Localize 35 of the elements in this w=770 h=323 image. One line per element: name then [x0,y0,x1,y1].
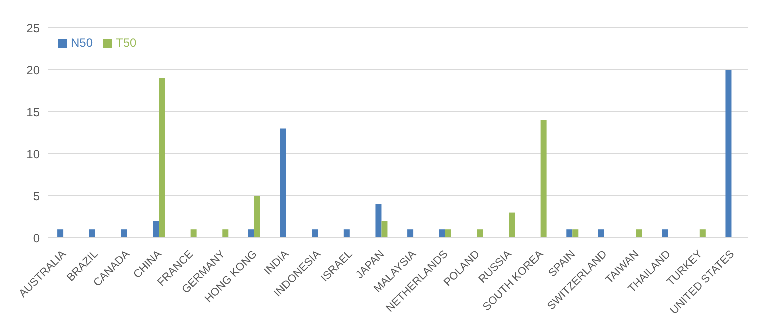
bar [121,230,128,238]
bar [58,230,64,238]
y-tick-label: 20 [26,63,40,78]
bar [153,221,159,238]
bar [445,230,452,238]
y-tick-label: 5 [33,189,40,204]
bar [572,230,579,238]
bar [598,230,604,238]
bar [280,128,286,238]
bar [700,230,706,238]
legend-label: N50 [71,36,94,50]
bar [726,70,732,238]
bar [439,230,446,238]
bar [254,196,260,238]
bar [222,230,229,238]
bar [159,78,165,238]
bar [382,221,388,238]
bar [408,230,414,238]
y-tick-label: 10 [26,147,40,162]
bar [540,120,547,238]
legend-label: T50 [116,36,137,50]
bar [89,230,96,238]
bar [477,230,484,238]
bar [190,230,197,238]
y-tick-label: 0 [33,231,40,246]
bar [312,230,318,238]
bar [248,230,254,238]
bar [376,204,382,238]
bar [566,230,573,238]
y-tick-label: 15 [26,105,40,120]
bar [662,230,668,238]
bar [344,230,350,238]
bar [636,230,642,238]
bar [509,212,515,238]
y-tick-label: 25 [26,21,40,36]
